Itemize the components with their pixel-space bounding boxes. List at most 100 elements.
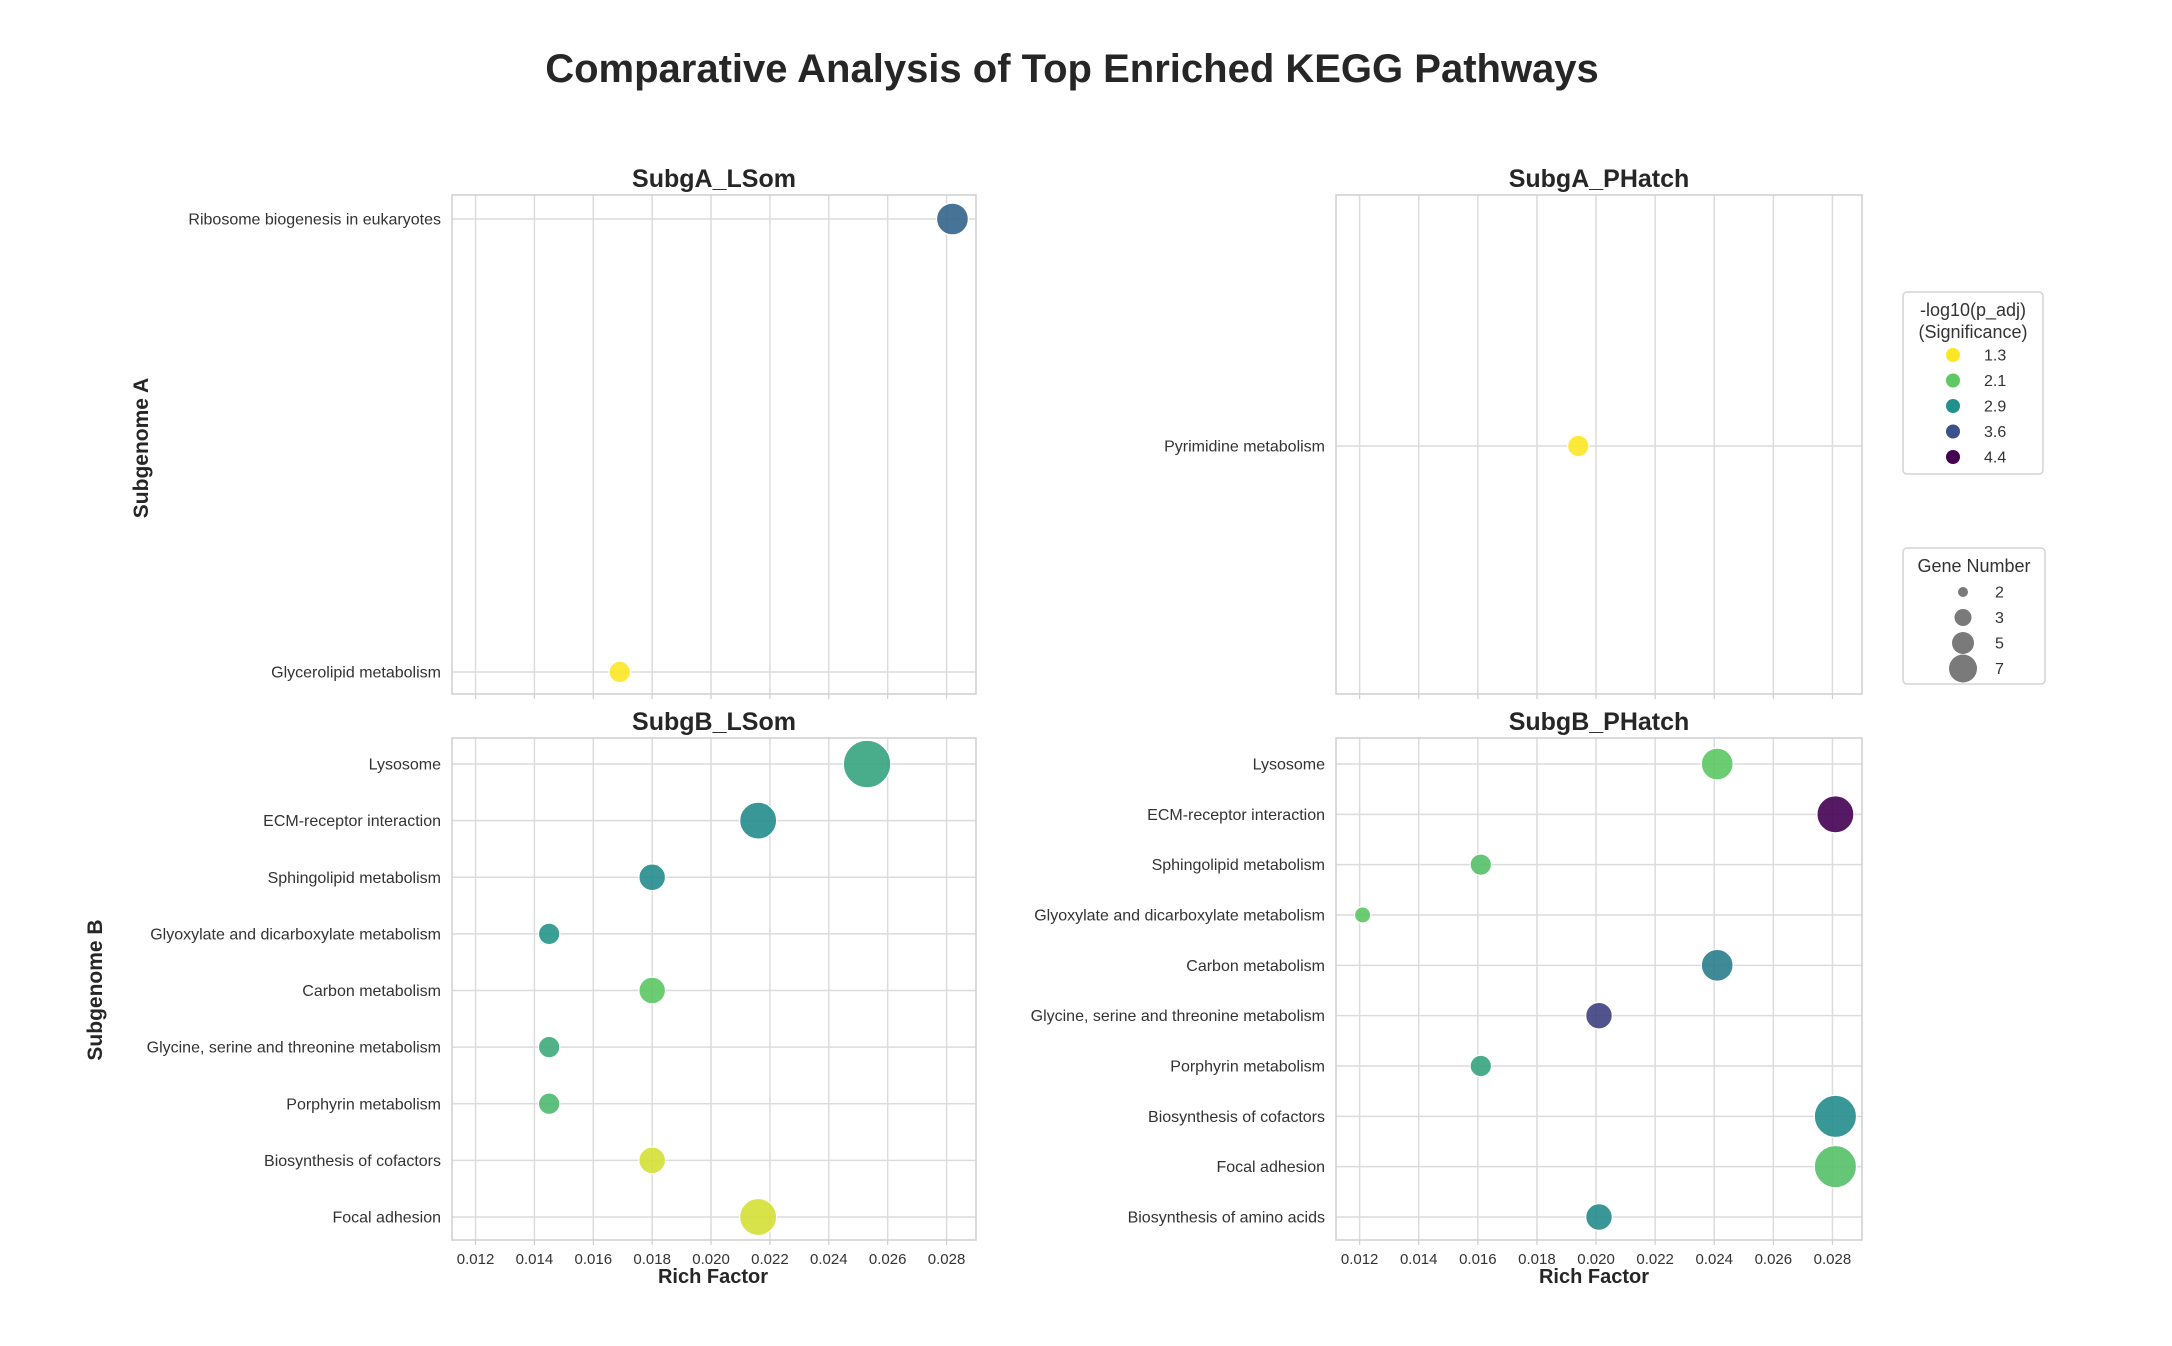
- point-glyoxylate-and-dicarboxylate-metabolism: [537, 922, 561, 946]
- point-carbon-metabolism: [638, 976, 667, 1005]
- color-legend-label: 3.6: [1984, 424, 2006, 441]
- x-axis-label-right: Rich Factor: [1539, 1266, 1649, 1288]
- point-glycine-serine-and-threonine-metabolism: [1585, 1001, 1613, 1030]
- point-glycine-serine-and-threonine-metabolism: [537, 1035, 561, 1059]
- color-legend-swatch: [1946, 399, 1960, 413]
- point-carbon-metabolism: [1700, 948, 1734, 982]
- x-tick-label: 0.020: [692, 1251, 730, 1268]
- point-biosynthesis-of-amino-acids: [1585, 1203, 1613, 1231]
- point-ecm-receptor-interaction: [739, 801, 778, 840]
- color-legend-swatch: [1946, 373, 1960, 388]
- y-tick-label: Carbon metabolism: [302, 983, 441, 1000]
- point-glycerolipid-metabolism: [608, 660, 632, 684]
- y-tick-label: Biosynthesis of cofactors: [1148, 1109, 1325, 1126]
- x-tick-label: 0.028: [928, 1251, 966, 1268]
- y-tick-label: Porphyrin metabolism: [1170, 1059, 1325, 1076]
- point-ecm-receptor-interaction: [1816, 795, 1855, 834]
- size-legend-label: 5: [1995, 636, 2004, 653]
- y-tick-label: Glycine, serine and threonine metabolism: [1031, 1008, 1325, 1025]
- point-sphingolipid-metabolism: [1469, 853, 1493, 876]
- x-tick-label: 0.012: [1341, 1251, 1379, 1268]
- x-tick-label: 0.022: [1636, 1251, 1674, 1268]
- x-tick-label: 0.028: [1814, 1251, 1852, 1268]
- y-tick-label: Sphingolipid metabolism: [1152, 857, 1325, 874]
- x-tick-label: 0.024: [1695, 1251, 1733, 1268]
- x-tick-label: 0.026: [869, 1251, 907, 1268]
- y-tick-label: ECM-receptor interaction: [1147, 807, 1325, 824]
- y-tick-label: Glyoxylate and dicarboxylate metabolism: [150, 926, 441, 943]
- x-tick-label: 0.024: [810, 1251, 848, 1268]
- y-tick-label: Focal adhesion: [332, 1210, 441, 1227]
- size-legend-label: 7: [1995, 661, 2004, 678]
- point-focal-adhesion: [739, 1197, 778, 1237]
- size-legend-title: Gene Number: [1917, 556, 2030, 576]
- x-tick-label: 0.014: [1400, 1251, 1438, 1268]
- y-tick-label: Ribosome biogenesis in eukaryotes: [188, 212, 441, 229]
- point-lysosome: [1700, 747, 1734, 781]
- color-legend: -log10(p_adj) (Significance) 1.3 2.1 2.9 3.…: [1902, 291, 2044, 475]
- color-legend-label: 2.1: [1984, 373, 2006, 390]
- plot-frame: [451, 737, 977, 1241]
- figure-title: Comparative Analysis of Top Enriched KEG…: [545, 47, 1599, 91]
- x-tick-label: 0.012: [457, 1251, 495, 1268]
- panel-subga-phatch: Pyrimidine metabolism SubgA_PHatch: [1164, 165, 1863, 699]
- color-legend-label: 2.9: [1984, 399, 2006, 416]
- x-tick-label: 0.022: [751, 1251, 789, 1268]
- point-glyoxylate-and-dicarboxylate-metabolism: [1353, 906, 1372, 924]
- x-tick-label: 0.018: [633, 1251, 671, 1268]
- y-tick-label: Biosynthesis of amino acids: [1128, 1210, 1325, 1227]
- color-legend-title-line2: (Significance): [1918, 322, 2027, 342]
- y-tick-label: Sphingolipid metabolism: [268, 870, 441, 887]
- y-tick-label: Glycine, serine and threonine metabolism: [147, 1040, 441, 1057]
- color-legend-label: 1.3: [1984, 348, 2006, 365]
- y-tick-label: Glyoxylate and dicarboxylate metabolism: [1034, 908, 1325, 925]
- point-biosynthesis-of-cofactors: [1813, 1094, 1858, 1139]
- y-tick-label: Biosynthesis of cofactors: [264, 1153, 441, 1170]
- panel-subga-lsom: Ribosome biogenesis in eukaryotes Glycero…: [188, 165, 977, 699]
- row-label-subgenome-a: Subgenome A: [130, 378, 153, 518]
- size-legend-marker: [1949, 654, 1977, 683]
- x-tick-label: 0.016: [575, 1251, 613, 1268]
- size-legend-label: 3: [1995, 610, 2004, 627]
- x-tick-label: 0.018: [1518, 1251, 1556, 1268]
- size-legend-label: 2: [1995, 585, 2004, 602]
- x-tick-label: 0.020: [1577, 1251, 1615, 1268]
- point-porphyrin-metabolism: [537, 1092, 561, 1116]
- size-legend-marker: [1958, 587, 1968, 597]
- color-legend-title-line1: -log10(p_adj): [1920, 300, 2026, 321]
- plot-frame: [451, 194, 977, 695]
- y-tick-label: Glycerolipid metabolism: [271, 665, 441, 682]
- point-lysosome: [842, 739, 892, 789]
- panel-subgb-phatch: Lysosome ECM-receptor interaction Sphingol…: [1031, 708, 1863, 1268]
- point-porphyrin-metabolism: [1469, 1054, 1493, 1078]
- size-legend-marker: [1952, 632, 1974, 654]
- y-tick-label: Focal adhesion: [1216, 1159, 1325, 1176]
- y-tick-label: Carbon metabolism: [1186, 958, 1325, 975]
- plot-frame: [1335, 194, 1863, 695]
- x-tick-label: 0.016: [1459, 1251, 1497, 1268]
- panel-title: SubgA_LSom: [632, 165, 796, 193]
- color-legend-swatch: [1946, 450, 1960, 464]
- point-sphingolipid-metabolism: [638, 863, 667, 892]
- x-tick-label: 0.014: [516, 1251, 554, 1268]
- color-legend-label: 4.4: [1984, 450, 2006, 467]
- point-ribosome-biogenesis-in-eukaryotes: [935, 202, 969, 236]
- y-tick-label: Lysosome: [369, 757, 441, 774]
- plot-frame: [1335, 737, 1863, 1241]
- y-tick-label: Porphyrin metabolism: [286, 1096, 441, 1113]
- size-legend: Gene Number 2 3 5 7: [1902, 547, 2046, 685]
- color-legend-swatch: [1946, 424, 1960, 439]
- point-focal-adhesion: [1813, 1144, 1858, 1189]
- y-tick-label: ECM-receptor interaction: [263, 813, 441, 830]
- row-label-subgenome-b: Subgenome B: [84, 919, 107, 1060]
- point-pyrimidine-metabolism: [1567, 434, 1590, 458]
- y-tick-label: Lysosome: [1253, 757, 1325, 774]
- x-axis-label-left: Rich Factor: [658, 1266, 768, 1288]
- panel-title: SubgB_LSom: [632, 708, 796, 736]
- point-biosynthesis-of-cofactors: [638, 1146, 667, 1175]
- y-tick-label: Pyrimidine metabolism: [1164, 439, 1325, 456]
- x-tick-label: 0.026: [1755, 1251, 1793, 1268]
- color-legend-swatch: [1946, 348, 1960, 362]
- panel-title: SubgB_PHatch: [1509, 708, 1690, 736]
